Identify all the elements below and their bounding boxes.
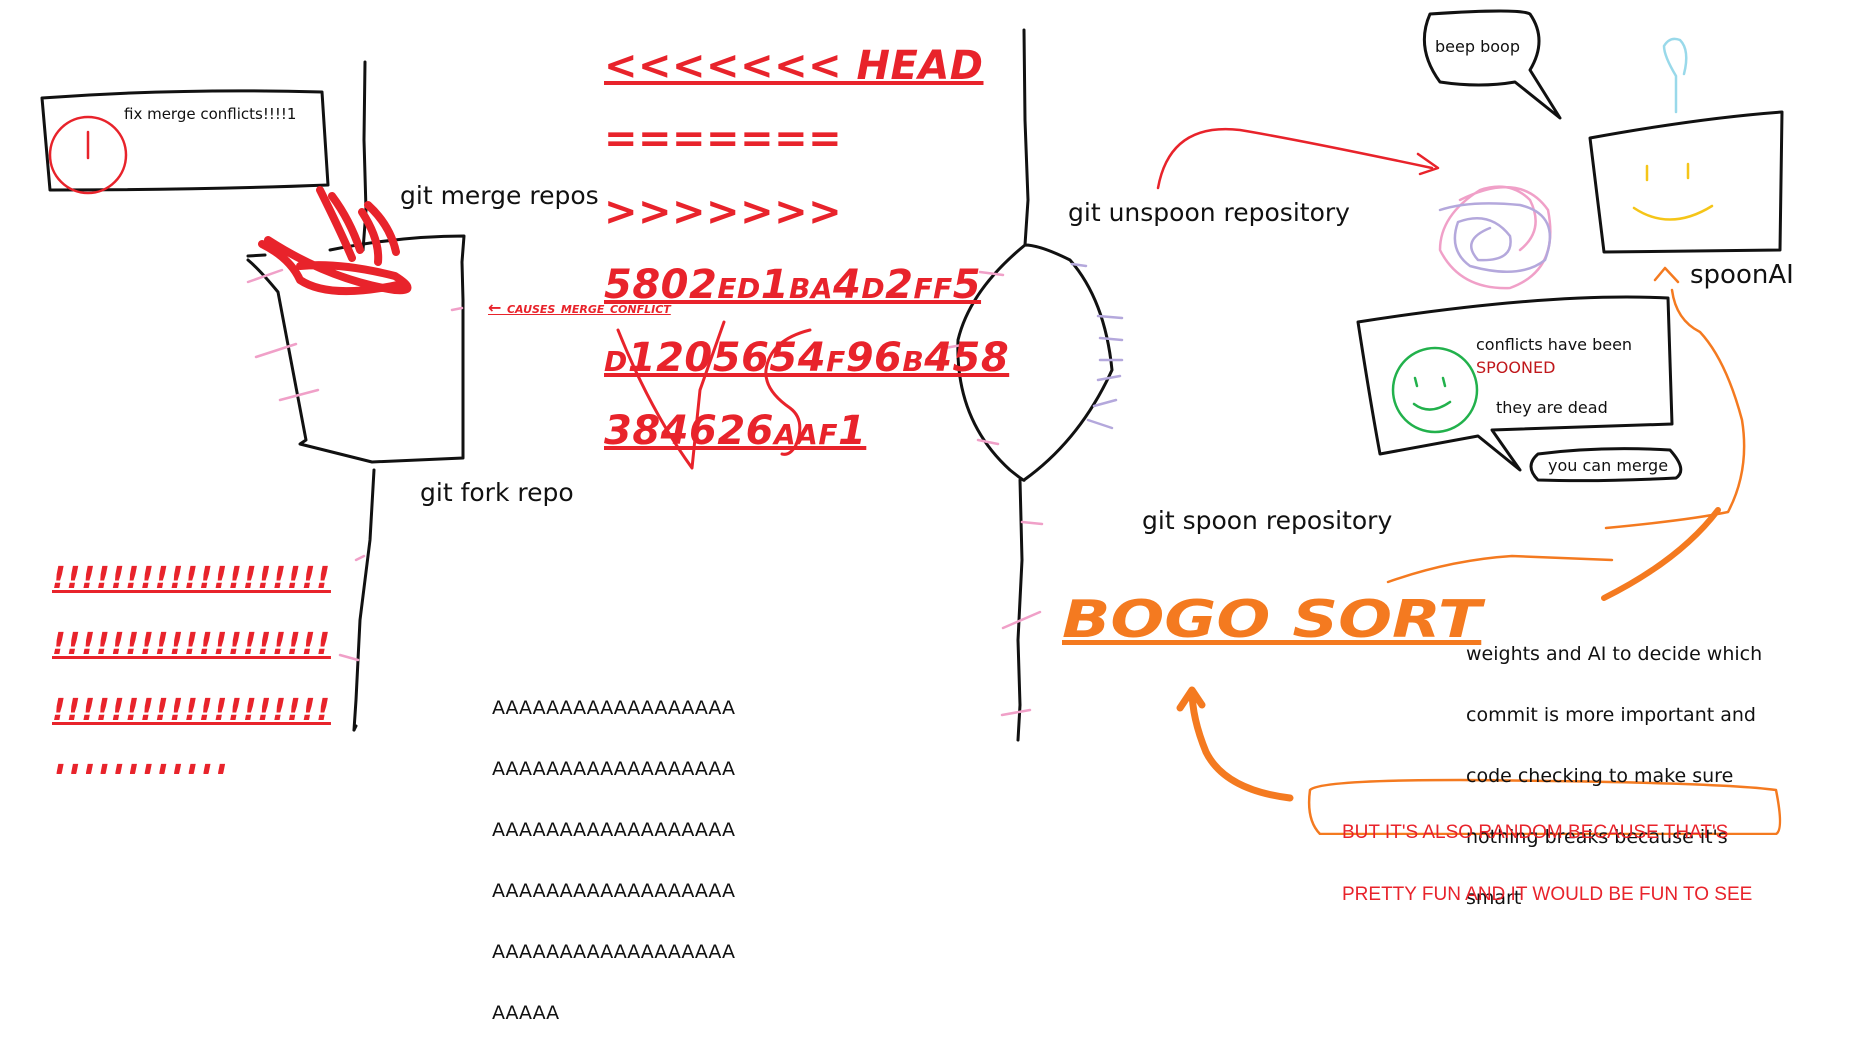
spoonai-box [1588,110,1784,254]
conflict-line: 384626aaf1 [604,408,867,454]
merge-text: you can merge [1548,456,1669,475]
conflict-line: ======= [604,116,843,162]
label-git-unspoon: git unspoon repository [1068,198,1350,227]
label-causes-merge-conflict: ← causes merge conflict [488,298,671,317]
scream-line: AAAAAAAAAAAAAAAAAA [492,758,735,780]
speech-bubble-beep [1422,9,1562,120]
green-face [1391,346,1479,434]
exclamation-block: !!!!!!!!!!!!!!!!!!! !!!!!!!!!!!!!!!!!!! … [52,530,331,790]
random-line: BUT IT'S ALSO RANDOM BECAUSE THAT'S [1342,822,1729,843]
label-spoonai: spoonAI [1690,260,1794,290]
exclamation-line: !!!!!!!!!!!!!!!!!!! [52,627,331,662]
warning-icon [48,115,128,195]
exclamation-line: !!!!!!!!!!!!!!!!!!! [52,693,331,728]
exclamation-line: !!!!!!!!!!!!!!!!!!! [52,561,331,596]
speech-bubble-conflicts [1356,295,1674,472]
scream-line: AAAAAAAAAAAAAAAAAA [492,941,735,963]
vs-v [616,320,726,470]
conflict-marker-block: <<<<<<< HEAD ======= >>>>>>> 5802ed1ba4d… [604,14,1009,468]
scribble-ball [1438,185,1552,290]
scream-line: AAAAAAAAAAAAAAAAAA [492,819,735,841]
label-git-spoon: git spoon repository [1142,506,1393,535]
weights-line: commit is more important and [1466,704,1756,726]
conflict-line: d1205654f96b458 [604,335,1010,381]
scream-line: AAAAAAAAAAAAAAAAAA [492,880,735,902]
red-scribble [258,186,412,296]
conflict-line: 5802ed1ba4d2ff5 [604,262,982,308]
random-bubble [1307,778,1782,835]
label-git-merge-repos: git merge repos [400,181,599,210]
note-box-fix [40,89,330,192]
antenna [1662,37,1688,114]
orange-thick [1601,507,1721,601]
orange-arrow-right [1604,266,1746,530]
orange-line-bogo [1386,554,1614,584]
doodle-canvas [40,9,1784,835]
note-fix-merge: fix merge conflicts!!!!1 [124,105,297,123]
beep-boop-text: beep boop [1435,37,1520,56]
spoon-oval [956,243,1114,482]
scream-line: AAAAAAAAAAAAAAAAAA [492,697,735,719]
spoon-line [1016,28,1030,742]
conflict-line: <<<<<<< HEAD [604,43,984,89]
random-text-block: BUT IT'S ALSO RANDOM BECAUSE THAT'S PRET… [1342,786,1752,926]
scream-block: AAAAAAAAAAAAAAAAAA AAAAAAAAAAAAAAAAAA AA… [492,662,735,1044]
yellow-smile [1632,204,1714,221]
orange-bottom-arrow [1176,686,1294,802]
label-git-fork-repo: git fork repo [420,478,574,507]
conflict-line: >>>>>>> [604,189,843,235]
vs-s [764,328,812,456]
speech-bubble-merge [1529,447,1683,483]
unspoon-arrow [1156,127,1440,190]
bogo-sort-title: BOGO SORT [1062,590,1482,650]
exclamation-line: !!!!!!!!!!!! [52,760,331,774]
random-line: PRETTY FUN AND IT WOULD BE FUN TO SEE [1342,884,1753,905]
dead-text: they are dead [1496,398,1608,417]
scream-line: AAAAA [492,1002,560,1024]
conflicts-text: conflicts have been [1476,335,1633,354]
weights-line: code checking to make sure [1466,765,1734,787]
left-repo-line [352,60,376,732]
spooned-text: SPOONED [1476,358,1556,377]
weights-line: weights and AI to decide which [1466,643,1763,665]
